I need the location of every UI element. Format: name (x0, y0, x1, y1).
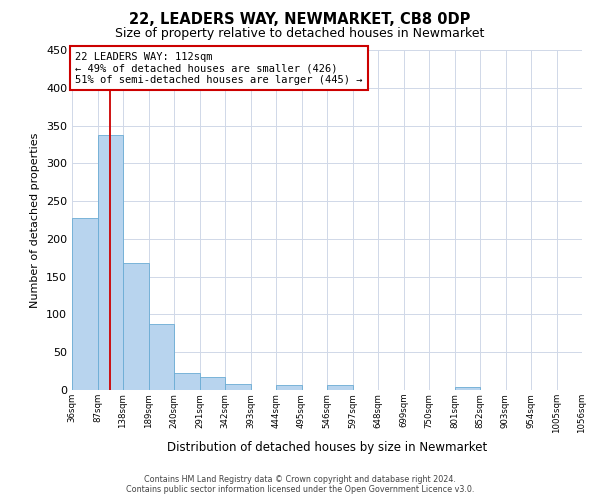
Bar (123, 263, 149, 390)
X-axis label: Distribution of detached houses by size in Newmarket: Distribution of detached houses by size … (167, 442, 487, 454)
Y-axis label: Number of detached properties: Number of detached properties (31, 132, 40, 308)
Bar (225, 384, 251, 390)
Text: 22 LEADERS WAY: 112sqm
← 49% of detached houses are smaller (426)
51% of semi-de: 22 LEADERS WAY: 112sqm ← 49% of detached… (75, 52, 362, 84)
Bar (174, 372, 199, 390)
Text: Contains HM Land Registry data © Crown copyright and database right 2024.
Contai: Contains HM Land Registry data © Crown c… (126, 474, 474, 494)
Bar (97, 134, 123, 390)
Bar (149, 324, 174, 390)
Bar (327, 384, 353, 390)
Bar (276, 386, 302, 390)
Text: 22, LEADERS WAY, NEWMARKET, CB8 0DP: 22, LEADERS WAY, NEWMARKET, CB8 0DP (130, 12, 470, 28)
Bar (455, 387, 480, 390)
Bar (199, 377, 225, 390)
Text: Size of property relative to detached houses in Newmarket: Size of property relative to detached ho… (115, 28, 485, 40)
Bar (72, 218, 97, 390)
